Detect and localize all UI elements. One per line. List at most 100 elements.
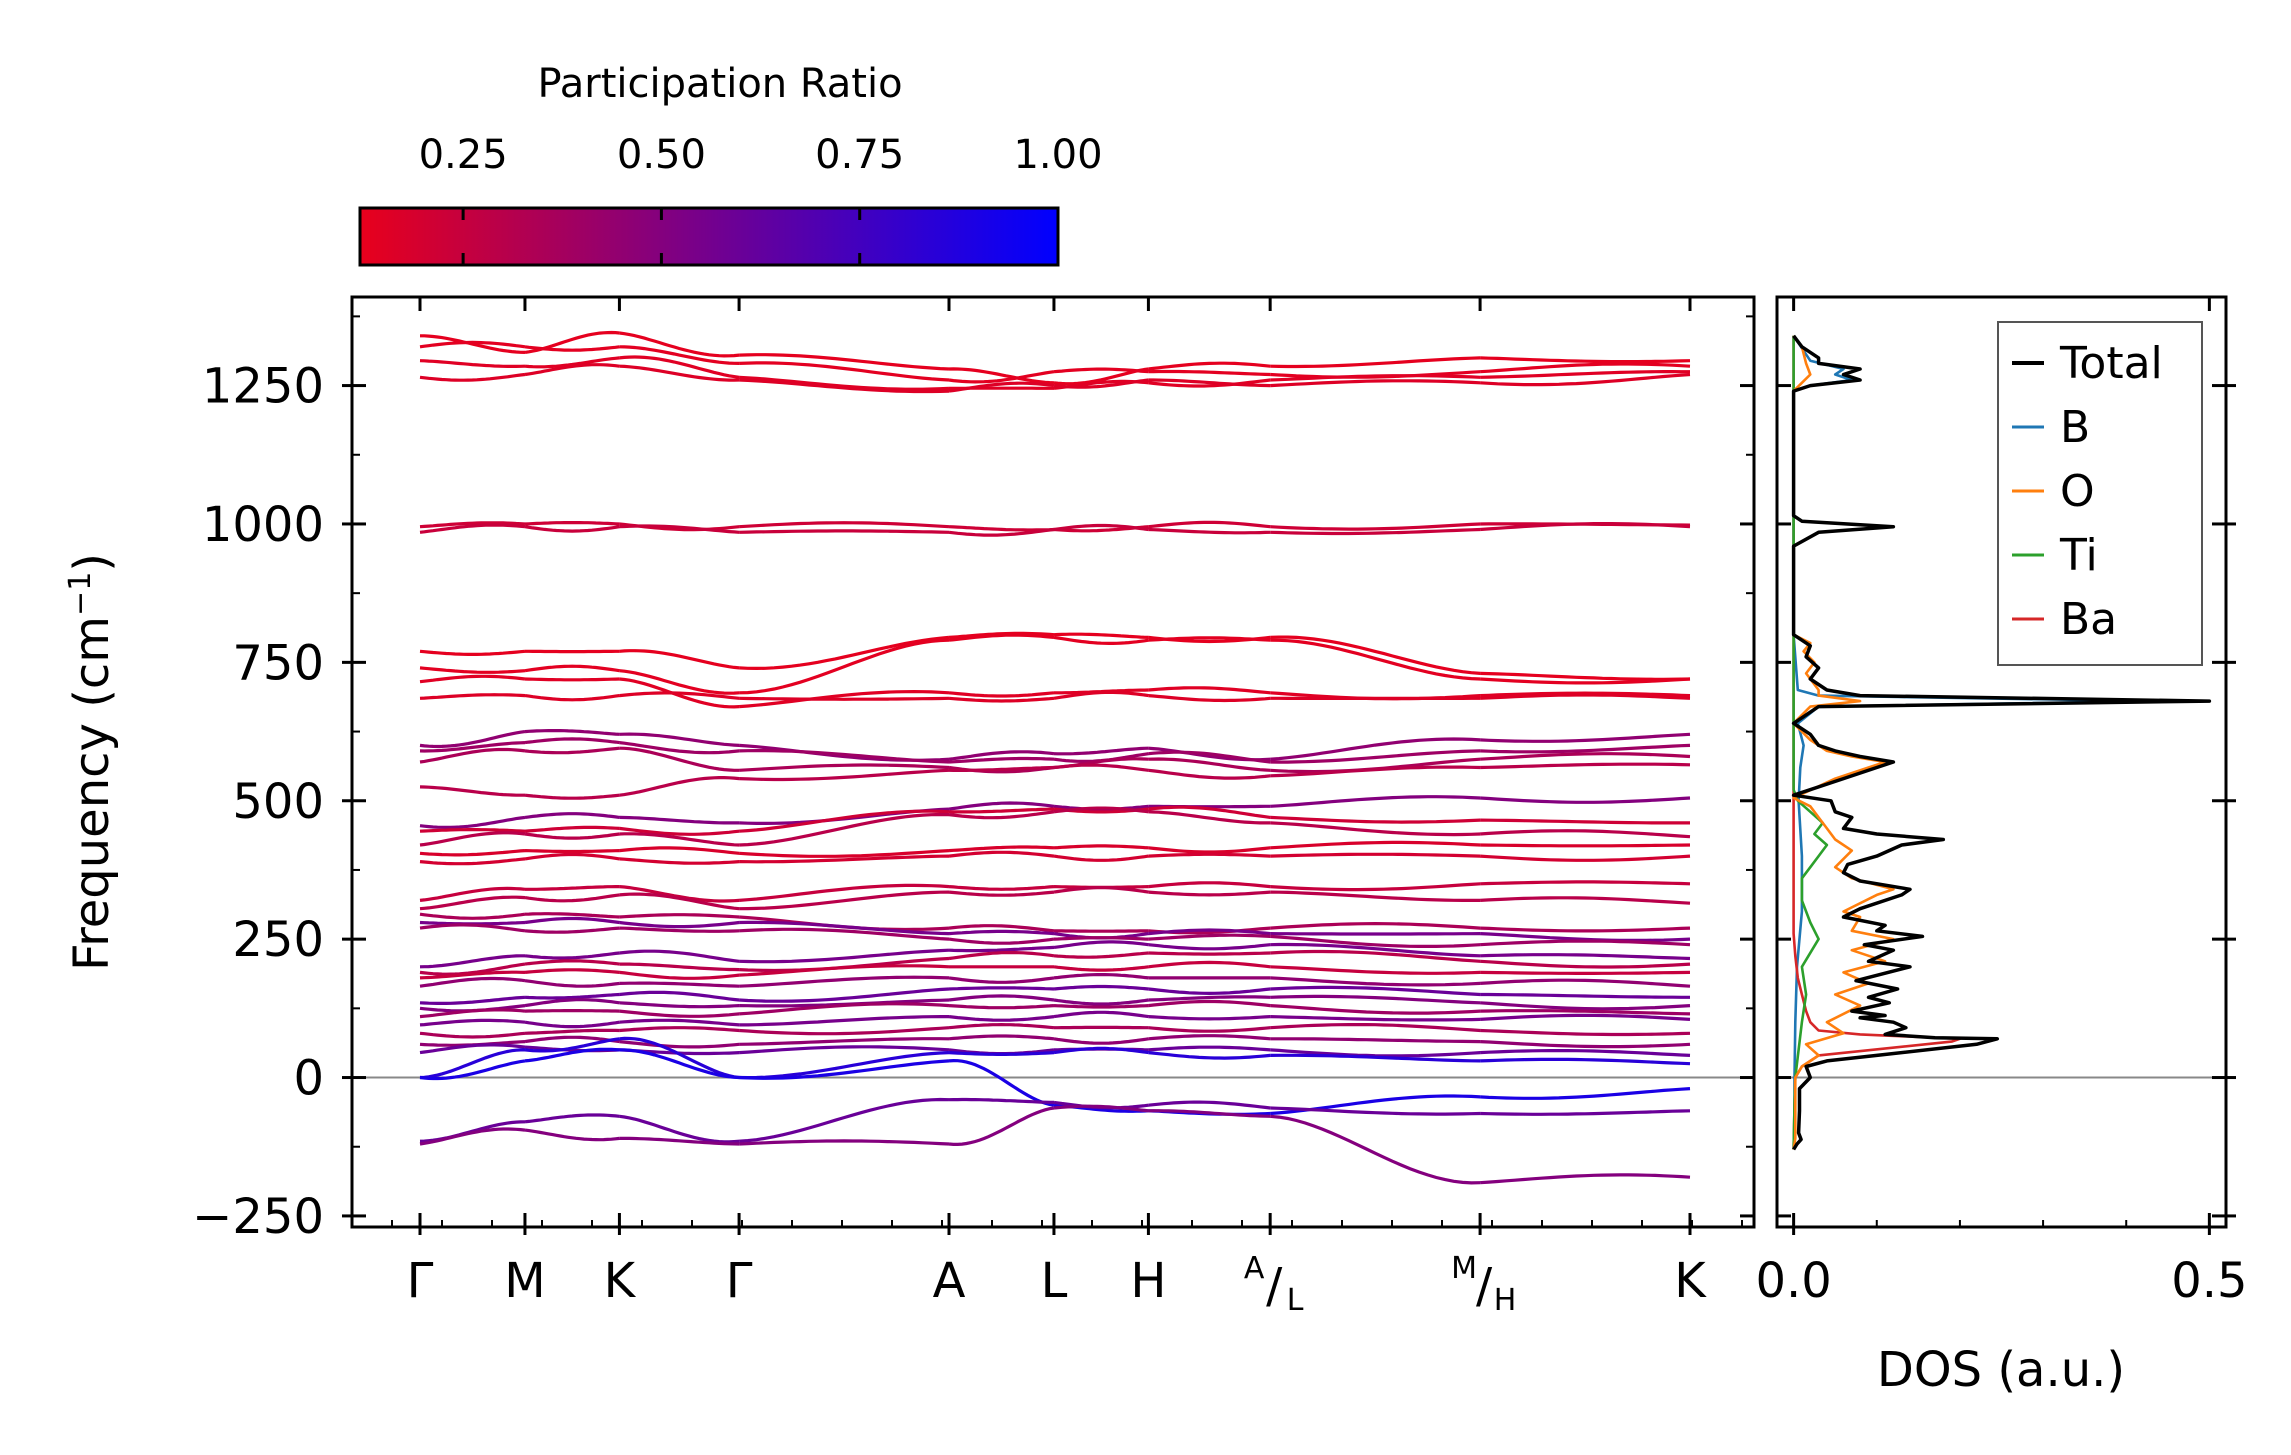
colorbar-tick-label: 0.50 [617, 132, 706, 178]
band-line [1053, 844, 1149, 850]
band-line [1053, 523, 1149, 532]
dos-axis-ticks: 0.0 0.5 [1755, 297, 2248, 1309]
band-line [420, 334, 526, 354]
band-line [1053, 951, 1149, 959]
band-line [524, 520, 620, 526]
band-line [738, 1002, 950, 1016]
band-line [1480, 752, 1691, 761]
band-line [1480, 693, 1691, 700]
frequency-tick-label: −250 [192, 1189, 324, 1245]
band-line [419, 747, 526, 764]
band-line [1148, 378, 1271, 388]
band-line [524, 893, 620, 903]
band-line [1148, 995, 1271, 1002]
band-line [619, 331, 740, 358]
band-line [1480, 1013, 1691, 1021]
band-line [524, 912, 620, 919]
dos-legend: Total BO Ti Ba [1997, 321, 2203, 666]
band-line [738, 1097, 950, 1143]
band-line [948, 633, 1055, 642]
band-line [948, 924, 1055, 933]
band-line [739, 812, 950, 847]
band-line [948, 810, 1055, 820]
band-line [419, 976, 526, 988]
band-line [1270, 1022, 1481, 1033]
band-line [524, 664, 620, 673]
dos-curve-o [1792, 335, 1895, 1150]
band-line [948, 1097, 1055, 1104]
band-line [1270, 852, 1481, 858]
band-line [948, 1034, 1055, 1041]
phonon-bands [419, 330, 1691, 1185]
band-line [1270, 815, 1481, 824]
legend-label: B [2060, 402, 2090, 453]
band-line [524, 992, 620, 1000]
band-line [1148, 928, 1271, 936]
frequency-tick-label: 0 [293, 1051, 324, 1107]
band-line [1053, 690, 1149, 700]
band-line [948, 631, 1055, 639]
band-line [1148, 1109, 1271, 1118]
band-line [739, 927, 950, 941]
frequency-tick-label: 250 [232, 912, 324, 968]
band-line [419, 912, 526, 920]
band-line [739, 975, 950, 988]
colorbar-gradient [358, 206, 1060, 267]
band-line [1148, 1034, 1271, 1041]
band-line [739, 920, 950, 936]
band-line [419, 1059, 526, 1081]
band-line [419, 1008, 526, 1019]
band-line [1270, 1106, 1481, 1116]
band-line [739, 1045, 950, 1055]
band-line [1270, 840, 1481, 850]
band-line [948, 850, 1055, 858]
band-line [619, 1009, 740, 1018]
band-line [1270, 749, 1481, 764]
band-line [1270, 1094, 1481, 1116]
band-line [1148, 1100, 1271, 1110]
band-line [419, 895, 526, 911]
band-line [948, 765, 1055, 773]
band-line [1270, 994, 1481, 1005]
band-line [948, 370, 1055, 384]
band-line [1480, 992, 1690, 999]
legend-label: Total [2059, 338, 2163, 389]
band-line [1148, 987, 1271, 996]
band-line [948, 696, 1055, 703]
band-line [1270, 934, 1481, 949]
band-line [1148, 846, 1271, 854]
band-line [1480, 732, 1691, 743]
dos-plot-frame [1775, 295, 2228, 1229]
band-line [1270, 1053, 1481, 1063]
band-line [1053, 806, 1149, 814]
band-line [524, 979, 620, 988]
dos-tick-label: 0.5 [2171, 1253, 2247, 1309]
band-line [1148, 1051, 1271, 1060]
band-line [1480, 677, 1691, 685]
band-line [739, 987, 950, 1003]
band-line [1270, 965, 1481, 975]
band-line [619, 885, 740, 903]
band-line [1053, 940, 1149, 949]
band-line [1053, 886, 1149, 894]
band-line [419, 674, 526, 684]
band-line [1148, 686, 1271, 695]
band-line [1480, 356, 1691, 364]
band-line [739, 1037, 950, 1046]
colorbar: Participation Ratio 0.25 0.50 0.75 1.00 [358, 61, 1103, 267]
band-line [1148, 636, 1271, 642]
band-line [524, 1035, 620, 1044]
legend-label: Ba [2060, 594, 2117, 645]
band-line [948, 929, 1055, 936]
band-line [524, 1008, 620, 1013]
colorbar-tick-label: 0.75 [815, 132, 904, 178]
band-line [1148, 881, 1271, 889]
band-line [1148, 852, 1271, 858]
band-line [419, 827, 526, 833]
band-line [619, 1136, 740, 1146]
band-line [419, 886, 526, 902]
band-line [948, 890, 1055, 897]
band-line [739, 763, 950, 772]
band-line [948, 976, 1055, 984]
band-line [419, 1018, 526, 1027]
